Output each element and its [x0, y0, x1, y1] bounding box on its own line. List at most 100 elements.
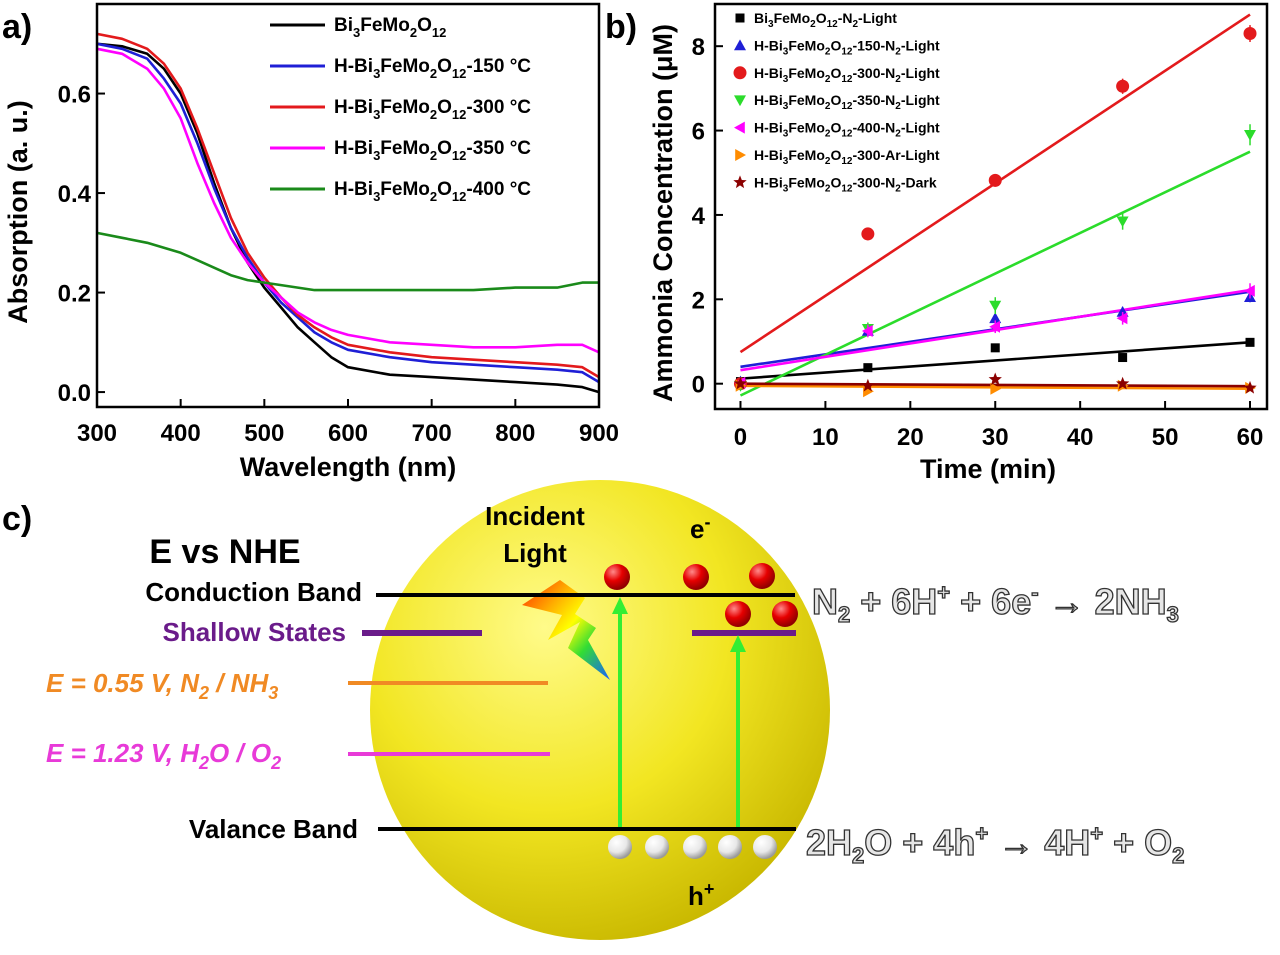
panel-a-legend: Bi3FeMo2O12 H-Bi3FeMo2O12-150 °C H-Bi3FeMo…: [270, 15, 531, 204]
fit-line: [740, 341, 1251, 380]
panel-c-label: c): [2, 500, 32, 538]
x-tick-label: 300: [77, 420, 117, 447]
lightning-bolt-icon: [522, 580, 610, 680]
data-point: [1244, 284, 1255, 297]
x-tick-label: 800: [495, 420, 535, 447]
electron: [749, 563, 775, 589]
panel-b-ylabel: Ammonia Concentration (μM): [648, 24, 678, 402]
data-point: [1244, 130, 1256, 141]
electron: [604, 564, 630, 590]
reduction-reaction: N2 + 6H+ + 6e- → 2NH3: [812, 580, 1179, 627]
x-tick-label: 700: [412, 420, 452, 447]
legend-label: H-Bi3FeMo2O12-350 °C: [334, 138, 531, 163]
energy-scale-title: E vs NHE: [149, 533, 300, 571]
panel-a-label: a): [2, 8, 32, 46]
data-point: [1245, 337, 1255, 347]
panel-b-frame: [713, 2, 1269, 411]
panel-b-points: [733, 25, 1257, 398]
panel-a-chart: a) 300 400 500 600 700 800 900 0.0 0.2 0.4 0.6 Wav…: [2, 2, 619, 482]
hole: [608, 835, 632, 859]
legend-label: H-Bi3FeMo2O12-400 °C: [334, 179, 531, 204]
x-tick-label: 60: [1237, 424, 1264, 451]
data-point: [863, 363, 873, 373]
series-line: [96, 42, 600, 394]
legend-marker: [734, 39, 746, 51]
data-point: [861, 227, 875, 241]
series-line: [96, 42, 600, 384]
electron: [725, 601, 751, 627]
data-point: [861, 325, 873, 337]
series-line: [96, 231, 599, 292]
data-point: [1116, 216, 1129, 228]
legend-label: H-Bi3FeMo2O12-300-Ar-Light: [754, 147, 940, 167]
x-tick-label: 20: [897, 424, 924, 451]
legend-marker: [733, 175, 747, 189]
hole: [683, 835, 707, 859]
x-tick-label: 900: [579, 420, 619, 447]
y-tick-label: 0.0: [58, 380, 91, 407]
x-tick-label: 600: [328, 420, 368, 447]
electron: [772, 601, 798, 627]
data-point: [733, 376, 748, 390]
y-tick-label: 2: [692, 287, 705, 314]
y-tick-label: 4: [692, 203, 706, 230]
x-tick-label: 40: [1067, 424, 1094, 451]
y-tick-label: 0.2: [58, 281, 91, 308]
panel-a-ylabel: Absorption (a. u.): [3, 100, 33, 323]
oxidation-reaction: 2H2O + 4h+ → 4H+ + O2: [806, 821, 1184, 868]
panel-b-label: b): [605, 8, 637, 46]
legend-marker: [735, 13, 745, 23]
x-tick-label: 400: [161, 420, 201, 447]
legend-marker: [735, 149, 746, 161]
panel-a-xlabel: Wavelength (nm): [240, 452, 457, 482]
panel-b-legend: Bi3FeMo2O12-N2-Light H-Bi3FeMo2O12-150-N2…: [733, 10, 940, 194]
h2o-o2-level-label: E = 1.23 V, H2O / O2: [46, 738, 281, 773]
data-point: [989, 320, 1000, 333]
legend-label: H-Bi3FeMo2O12-300-N2-Dark: [754, 174, 937, 194]
electron-label: e-: [690, 512, 710, 544]
data-point: [1116, 79, 1130, 93]
series-line: [96, 32, 600, 379]
photocatalyst-sphere: [370, 480, 830, 940]
panel-a-axes: 300 400 500 600 700 800 900 0.0 0.2 0.4 0.6: [58, 82, 619, 447]
y-tick-label: 0: [692, 372, 705, 399]
data-point: [990, 382, 1002, 395]
data-point: [988, 173, 1002, 187]
valance-band-label: Valance Band: [189, 814, 358, 844]
data-point: [1116, 312, 1128, 325]
panel-a-series: [96, 32, 600, 394]
x-tick-label: 30: [982, 424, 1009, 451]
data-point: [1243, 27, 1257, 41]
data-point: [1116, 376, 1130, 390]
incident-light-label-line2: Light: [503, 538, 567, 568]
legend-label: Bi3FeMo2O12: [334, 15, 446, 40]
x-tick-label: 500: [244, 420, 284, 447]
x-tick-label: 0: [734, 424, 747, 451]
excitation-arrowhead-1: [612, 597, 628, 614]
panel-b-axes: 0 10 20 30 40 50 60 0 2 4 6 8: [692, 34, 1264, 451]
y-tick-label: 6: [692, 119, 705, 146]
shallow-states-label: Shallow States: [163, 617, 347, 647]
legend-label: H-Bi3FeMo2O12-300-N2-Light: [754, 65, 940, 85]
y-tick-label: 0.6: [58, 82, 91, 109]
data-point: [990, 343, 1000, 353]
incident-light-label-line1: Incident: [485, 501, 585, 531]
y-tick-label: 8: [692, 34, 705, 61]
data-point: [1243, 380, 1257, 394]
hole: [718, 835, 742, 859]
legend-label: H-Bi3FeMo2O12-350-N2-Light: [754, 92, 940, 112]
fit-line: [740, 382, 1251, 388]
hole: [753, 835, 777, 859]
n2-nh3-level-label: E = 0.55 V, N2 / NH3: [46, 668, 278, 703]
electron: [683, 564, 709, 590]
data-point: [1118, 353, 1128, 363]
x-tick-label: 10: [812, 424, 839, 451]
y-tick-label: 0.4: [58, 181, 92, 208]
series-line: [96, 47, 600, 354]
fit-line: [739, 150, 1251, 397]
legend-label: H-Bi3FeMo2O12-150 °C: [334, 56, 531, 81]
hole-label: h+: [688, 879, 714, 911]
legend-marker: [734, 121, 745, 134]
data-point: [989, 312, 1002, 324]
